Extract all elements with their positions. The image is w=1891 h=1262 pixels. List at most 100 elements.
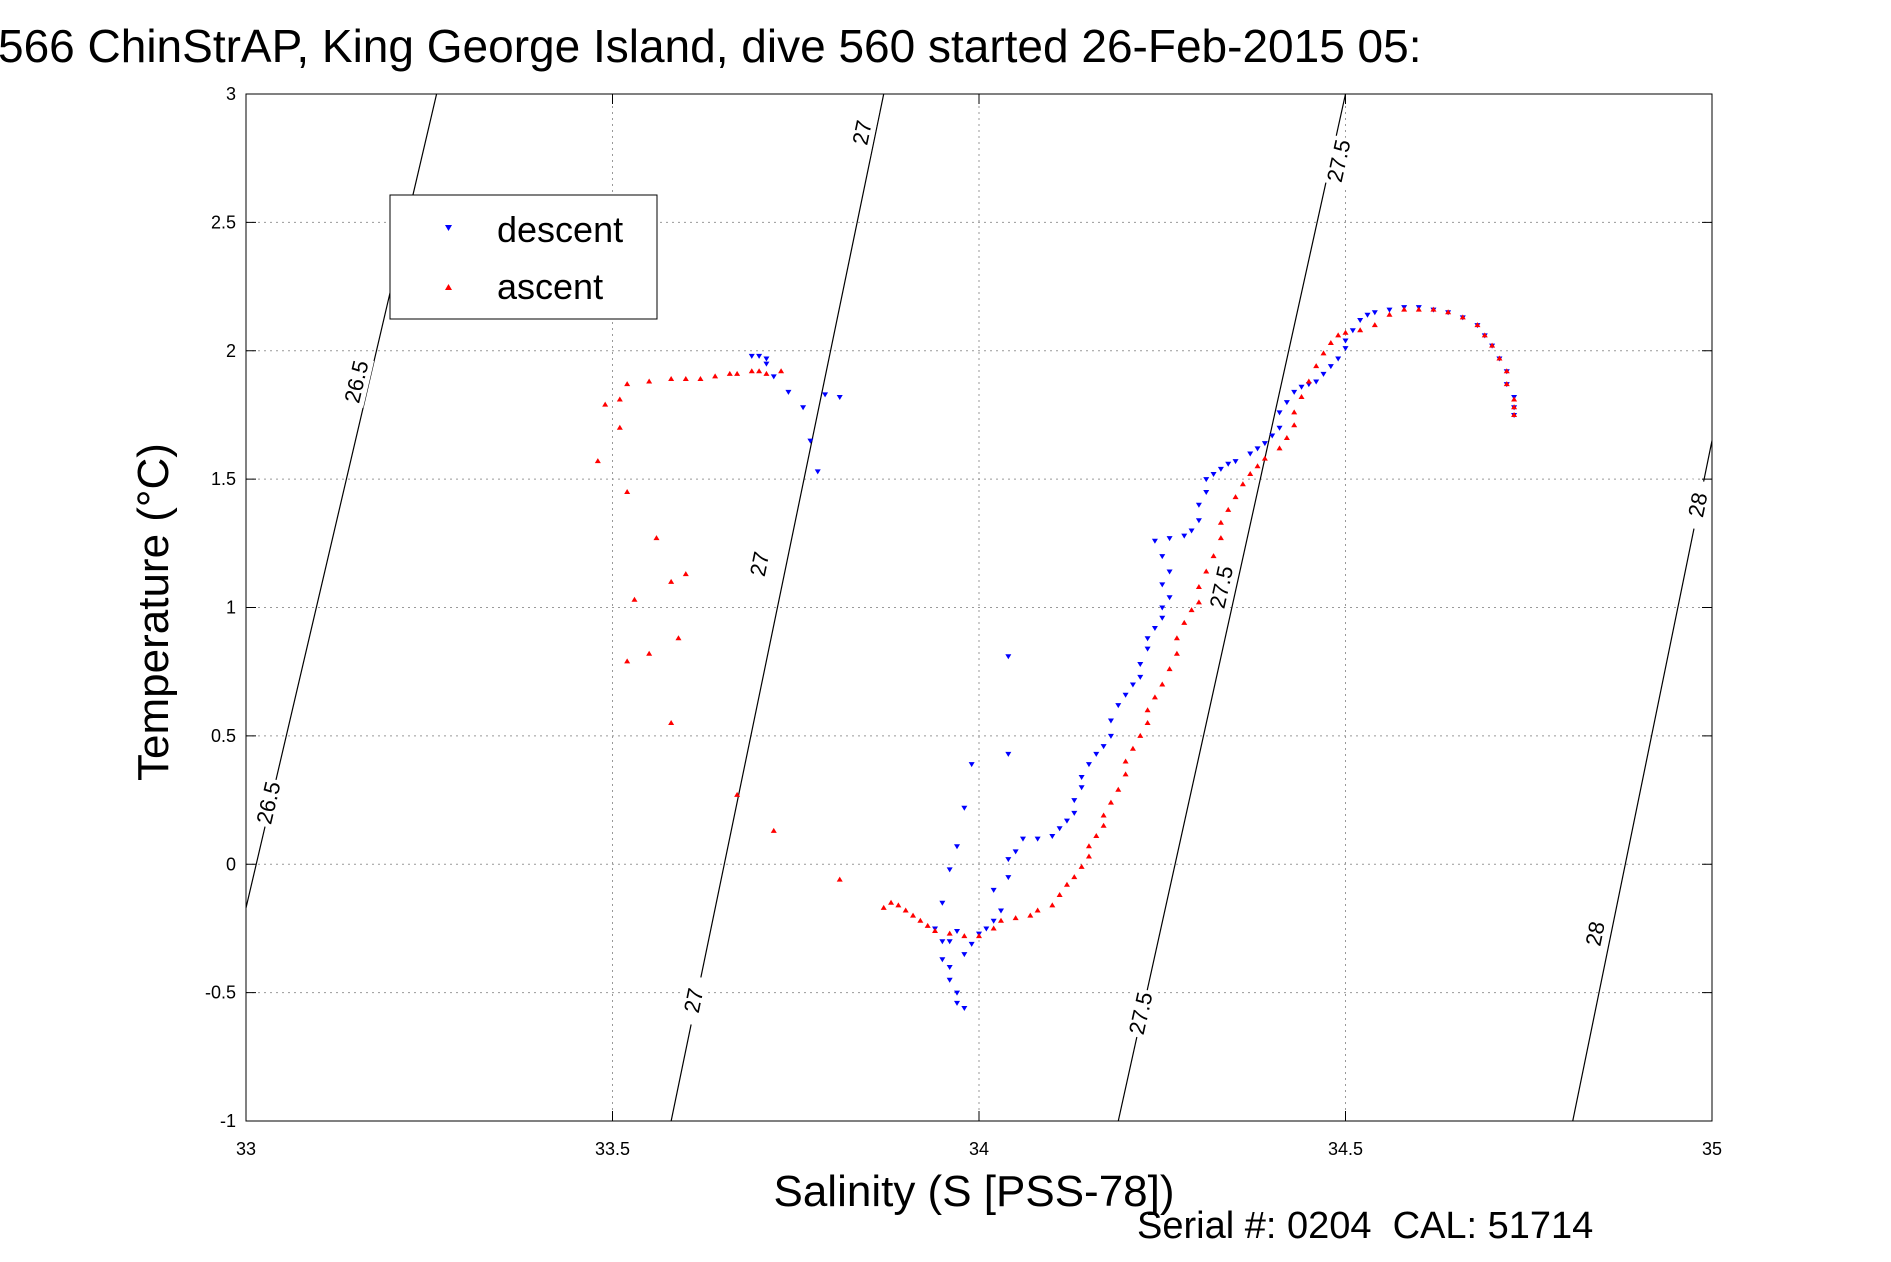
descent-point [763, 356, 770, 362]
descent-point [1269, 433, 1276, 439]
descent-point [1115, 703, 1122, 709]
descent-point [939, 900, 946, 906]
ascent-point [1159, 681, 1166, 687]
ascent-point [1342, 329, 1349, 335]
descent-point [1085, 762, 1092, 768]
descent-point [1107, 718, 1114, 724]
ascent-point [646, 378, 653, 384]
ascent-point [1166, 666, 1173, 672]
ascent-point [1320, 350, 1327, 356]
isopycnal-label-bg [844, 106, 880, 159]
y-tick-label: 0 [226, 854, 236, 874]
ascent-point [1085, 853, 1092, 859]
descent-point [1137, 661, 1144, 667]
descent-point [946, 939, 953, 945]
ascent-point [1291, 409, 1298, 415]
descent-point [1188, 528, 1195, 534]
descent-point [1012, 849, 1019, 855]
y-tick-label: 0.5 [211, 726, 236, 746]
descent-point [1261, 441, 1268, 447]
ascent-point [1173, 650, 1180, 656]
descent-point [1181, 533, 1188, 539]
descent-point [946, 867, 953, 873]
isopycnal-label-bg [675, 974, 711, 1027]
ascent-point [1210, 553, 1217, 559]
ascent-point [1195, 583, 1202, 589]
ascent-point [1496, 355, 1503, 361]
ascent-point [1144, 707, 1151, 713]
descent-point [954, 844, 961, 850]
isopycnal-label-bg [1203, 560, 1239, 614]
legend-marker-descent [445, 225, 452, 231]
ascent-point [1056, 892, 1063, 898]
descent-point [1232, 459, 1239, 465]
descent-point [1254, 446, 1261, 452]
descent-point [1005, 875, 1012, 881]
descent-point [1247, 451, 1254, 457]
descent-point [1298, 384, 1305, 390]
ascent-point [1085, 843, 1092, 849]
descent-point [1166, 536, 1173, 542]
ascent-point [1203, 568, 1210, 574]
descent-point [1320, 371, 1327, 377]
descent-point [1144, 646, 1151, 652]
ascent-point [1151, 694, 1158, 700]
descent-point [1342, 346, 1349, 352]
ascent-point [910, 912, 917, 918]
data-points [594, 305, 1518, 1012]
ascent-point [616, 424, 623, 430]
ascent-point [763, 370, 770, 376]
series-ascent [594, 306, 1518, 939]
ascent-point [1254, 463, 1261, 469]
ascent-point [932, 928, 939, 934]
ascent-point [1511, 411, 1518, 417]
ascent-point [1122, 758, 1129, 764]
ascent-point [1283, 435, 1290, 441]
ascent-point [990, 925, 997, 931]
y-tick-label: 2 [226, 341, 236, 361]
descent-point [785, 389, 792, 395]
descent-point [954, 929, 961, 935]
ascent-point [646, 650, 653, 656]
ascent-point [1503, 381, 1510, 387]
ascent-point [1034, 907, 1041, 913]
x-tick-label: 33.5 [595, 1139, 630, 1159]
descent-point [822, 392, 829, 398]
ascent-point [1225, 506, 1232, 512]
descent-point [954, 990, 961, 996]
ascent-point [712, 373, 719, 379]
descent-point [1063, 818, 1070, 824]
ascent-point [668, 375, 675, 381]
descent-point [1386, 307, 1393, 313]
x-tick-label: 35 [1702, 1139, 1722, 1159]
descent-point [1166, 569, 1173, 575]
isopycnal-28 [1572, 440, 1713, 1122]
descent-point [1071, 810, 1078, 816]
ascent-point [602, 401, 609, 407]
ascent-point [924, 922, 931, 928]
descent-point [990, 918, 997, 924]
descent-point [1151, 626, 1158, 632]
isopycnal-label-bg [1122, 986, 1159, 1040]
descent-point [1034, 836, 1041, 842]
descent-point [1203, 489, 1210, 495]
y-tick-label: 1.5 [211, 469, 236, 489]
isopycnal-label-27: 27 [679, 986, 708, 1015]
y-tick-label: 3 [226, 84, 236, 104]
descent-point [968, 941, 975, 947]
descent-point [1342, 338, 1349, 344]
ascent-point [1100, 812, 1107, 818]
ascent-point [1445, 309, 1452, 315]
descent-point [1122, 692, 1129, 698]
descent-point [1166, 595, 1173, 601]
ascent-point [1232, 494, 1239, 500]
y-tick-label: 2.5 [211, 212, 236, 232]
ascent-point [726, 370, 733, 376]
descent-point [1100, 744, 1107, 750]
descent-point [1349, 328, 1356, 334]
ascent-point [1415, 306, 1422, 312]
ascent-point [1305, 378, 1312, 384]
ascent-point [668, 720, 675, 726]
ascent-point [1459, 314, 1466, 320]
ascent-point [1261, 455, 1268, 461]
